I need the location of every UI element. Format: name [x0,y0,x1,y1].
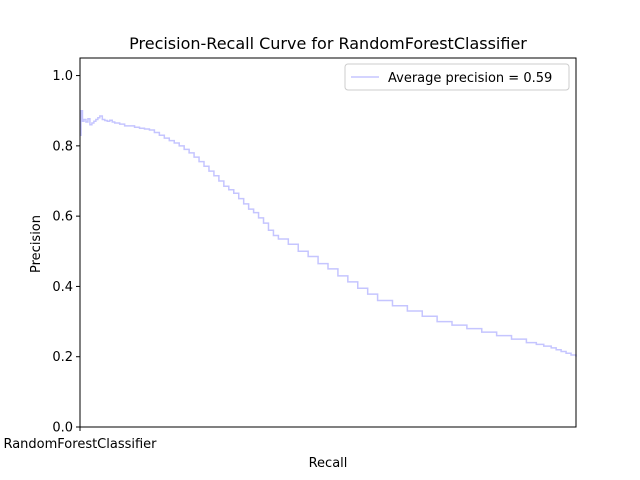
y-tick-label: 0.8 [52,139,73,154]
x-axis-label: Recall [309,456,348,471]
plot-area [80,58,576,427]
axes-frame [79,57,577,428]
x-axis: RandomForestClassifier [3,427,157,452]
y-tick-label: 1.0 [52,69,73,84]
y-tick-label: 0.2 [52,350,73,365]
y-axis-label: Precision [29,215,44,273]
chart-title: Precision-Recall Curve for RandomForestC… [129,34,527,53]
y-tick-label: 0.4 [52,280,73,295]
y-tick-label: 0.0 [52,421,73,436]
precision-recall-curve [80,109,577,357]
y-axis: 0.0 0.2 0.4 0.6 0.8 1.0 [52,69,80,436]
legend-label: Average precision = 0.59 [388,71,552,86]
plot-background [80,58,576,427]
legend: Average precision = 0.59 [344,63,570,91]
legend-box [344,63,570,91]
x-tick-label: RandomForestClassifier [3,437,157,452]
axes-spines [79,57,577,428]
curve-layer [80,109,577,357]
y-tick-label: 0.6 [52,210,73,225]
